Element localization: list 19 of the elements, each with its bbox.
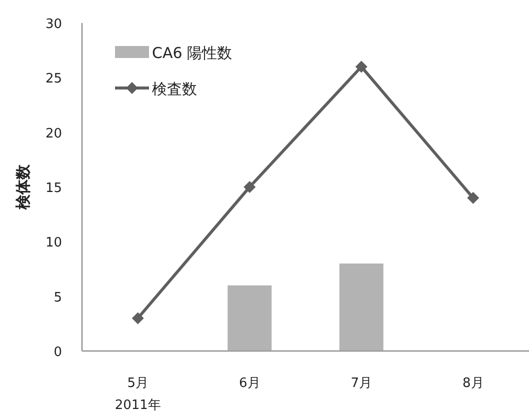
text: 2011年 [114,398,161,413]
y-tick-label: 20 [45,126,62,142]
x-tick-label: 5月 [127,376,149,391]
x-tick-label: 6月 [238,376,260,391]
legend-label: 検査数 [152,80,197,98]
x-tick-label: 7月 [350,376,372,391]
y-tick-label: 25 [45,72,62,87]
point [467,192,480,204]
point [355,60,368,73]
y-tick-label: 0 [54,345,62,360]
y-tick-label: 15 [45,181,62,196]
y-tick-label: 30 [45,17,62,32]
y-tick-label: 5 [54,290,62,306]
legend-label: CA6 陽性数 [152,44,232,62]
y-tick-label: 10 [45,236,62,251]
y-axis-title: 検体数 [14,164,32,210]
x-tick-label: 8月 [462,376,484,391]
point [244,181,256,193]
point [132,312,144,324]
